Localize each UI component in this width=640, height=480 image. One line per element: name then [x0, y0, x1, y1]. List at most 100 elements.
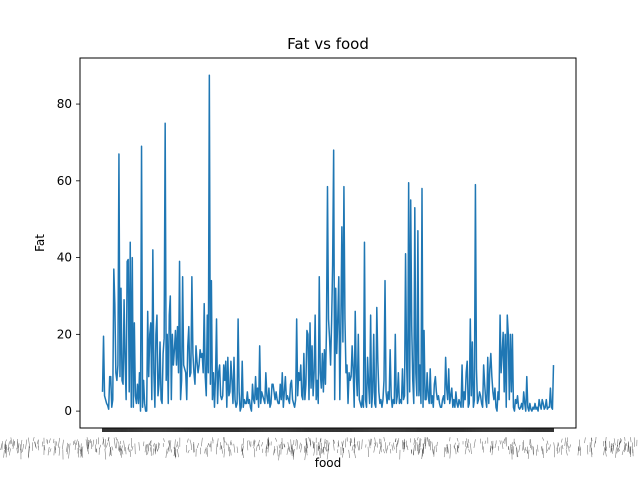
y-tick-label: 40 [57, 251, 72, 265]
x-tick-label-stroke [431, 441, 434, 450]
x-tick-label-stroke [444, 447, 447, 452]
x-tick-label-stroke [449, 447, 451, 459]
x-tick-label-stroke [317, 442, 320, 450]
x-tick-label-stroke [155, 443, 157, 452]
x-tick-label-stroke [628, 445, 630, 454]
x-tick-label-stroke [7, 441, 10, 451]
x-tick-label-stroke [516, 447, 518, 458]
x-tick-label-stroke [397, 438, 400, 445]
x-tick-label-stroke [419, 438, 422, 448]
x-tick-label-stroke [350, 438, 353, 443]
x-tick-label-stroke [449, 443, 452, 448]
x-tick-label-stroke [374, 442, 377, 447]
x-tick-label-stroke [376, 442, 378, 448]
x-tick-label-stroke [129, 449, 131, 457]
x-tick-label-stroke [327, 442, 330, 451]
x-tick-label-stroke [7, 447, 10, 452]
x-tick-label-stroke [374, 437, 376, 445]
x-tick-label-stroke [241, 447, 244, 452]
x-tick-label-stroke [296, 440, 298, 450]
x-tick-label-stroke [409, 438, 412, 443]
x-tick-label-stroke [561, 444, 564, 450]
x-tick-label-stroke [383, 449, 385, 454]
x-tick-label-stroke [373, 445, 376, 453]
x-tick-label-stroke [48, 438, 51, 443]
x-tick-label-stroke [482, 446, 484, 453]
y-axis: 0 20 40 60 80 [57, 97, 80, 418]
x-tick-label-stroke [558, 447, 561, 453]
x-tick-label-stroke [587, 445, 589, 455]
x-tick-label-stroke [68, 449, 70, 459]
x-tick-label-stroke [325, 440, 327, 444]
x-tick-label-stroke [177, 444, 179, 449]
x-tick-label-stroke [467, 439, 470, 444]
x-tick-label-stroke [432, 449, 434, 454]
x-tick-label-stroke [383, 436, 385, 442]
x-tick-label-stroke [312, 440, 314, 445]
x-tick-label-stroke [324, 447, 327, 452]
x-tick-label-stroke [332, 439, 335, 451]
x-tick-label-stroke [309, 438, 312, 446]
x-tick-label-stroke [169, 440, 172, 452]
x-tick-label-stroke [379, 446, 381, 454]
x-tick-label-stroke [77, 447, 80, 458]
x-tick-label-stroke [318, 446, 321, 456]
x-tick-label-stroke [4, 439, 7, 443]
x-tick-label-stroke [516, 446, 519, 458]
x-tick-label-stroke [121, 449, 124, 455]
x-tick-label-stroke [323, 438, 326, 448]
x-tick-label-stroke [0, 443, 3, 451]
x-tick-label-stroke [341, 441, 344, 452]
x-tick-label-stroke [527, 449, 530, 459]
x-tick-label-stroke [453, 442, 456, 448]
x-tick-label-stroke [241, 445, 244, 456]
x-tick-label-stroke [509, 444, 511, 455]
x-tick-label-stroke [88, 440, 90, 449]
x-tick-label-stroke [503, 438, 506, 444]
x-tick-label-stroke [187, 438, 189, 443]
x-tick-label-stroke [473, 439, 476, 449]
x-tick-label-stroke [613, 438, 616, 446]
x-tick-label-stroke [333, 439, 336, 444]
x-tick-label-stroke [497, 445, 500, 451]
x-tick-label-stroke [37, 439, 39, 444]
x-tick-label-stroke [87, 441, 89, 452]
x-tick-label-stroke [393, 442, 395, 450]
x-tick-label-stroke [108, 436, 111, 447]
x-tick-label-stroke [303, 445, 306, 453]
x-tick-label-stroke [380, 442, 382, 453]
y-axis-label: Fat [33, 234, 47, 252]
x-tick-label-stroke [291, 445, 294, 455]
x-tick-label-stroke [288, 446, 291, 453]
x-tick-label-stroke [612, 442, 614, 454]
x-tick-label-stroke [261, 441, 264, 447]
x-tick-label-stroke [568, 445, 570, 452]
x-tick-label-stroke [306, 438, 308, 449]
x-tick-label-stroke [147, 444, 149, 452]
x-tick-label-stroke [396, 440, 399, 447]
chart-title: Fat vs food [287, 35, 369, 53]
x-tick-label-stroke [25, 439, 28, 450]
x-tick-label-stroke [351, 444, 354, 451]
x-tick-label-stroke [511, 444, 514, 455]
x-tick-label-stroke [504, 437, 506, 445]
x-tick-label-stroke [57, 437, 60, 448]
x-tick-label-stroke [10, 437, 13, 444]
x-tick-label-stroke [5, 444, 7, 453]
x-tick-label-stroke [41, 441, 44, 447]
x-tick-label-stroke [43, 445, 46, 451]
x-tick-label-stroke [168, 440, 170, 446]
x-tick-label-stroke [174, 439, 176, 450]
x-tick-label-stroke [546, 440, 549, 445]
x-tick-label-stroke [286, 448, 289, 455]
x-tick-label-stroke [418, 448, 421, 454]
x-tick-label-stroke [435, 445, 437, 453]
x-tick-label-stroke [367, 446, 369, 458]
x-tick-label-stroke [290, 439, 292, 450]
x-tick-label-stroke [295, 439, 297, 446]
x-tick-label-stroke [81, 448, 84, 458]
x-tick-label-stroke [253, 440, 256, 449]
x-tick-label-stroke [449, 437, 451, 442]
x-tick-label-stroke [321, 449, 323, 454]
x-tick-label-stroke [453, 445, 456, 450]
